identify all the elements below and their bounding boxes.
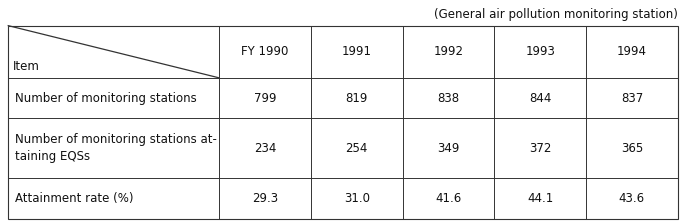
Text: 844: 844 <box>529 92 552 105</box>
Text: 365: 365 <box>621 142 643 155</box>
Text: Number of monitoring stations at-
taining EQSs: Number of monitoring stations at- tainin… <box>15 133 217 163</box>
Text: 838: 838 <box>438 92 460 105</box>
Text: 43.6: 43.6 <box>619 192 645 205</box>
Text: 819: 819 <box>346 92 368 105</box>
Bar <box>8 26 678 219</box>
Text: Number of monitoring stations: Number of monitoring stations <box>15 92 197 105</box>
Text: FY 1990: FY 1990 <box>241 45 289 58</box>
Text: 1994: 1994 <box>617 45 647 58</box>
Text: 1991: 1991 <box>342 45 372 58</box>
Text: 349: 349 <box>437 142 460 155</box>
Text: 837: 837 <box>621 92 643 105</box>
Text: 41.6: 41.6 <box>436 192 462 205</box>
Text: 799: 799 <box>254 92 276 105</box>
Text: 29.3: 29.3 <box>252 192 278 205</box>
Text: 234: 234 <box>254 142 276 155</box>
Text: 254: 254 <box>346 142 368 155</box>
Text: 1992: 1992 <box>434 45 464 58</box>
Text: Item: Item <box>13 60 40 73</box>
Text: 372: 372 <box>529 142 552 155</box>
Text: 1993: 1993 <box>525 45 555 58</box>
Text: 31.0: 31.0 <box>344 192 370 205</box>
Text: Attainment rate (%): Attainment rate (%) <box>15 192 134 205</box>
Text: 44.1: 44.1 <box>527 192 554 205</box>
Text: (General air pollution monitoring station): (General air pollution monitoring statio… <box>434 8 678 21</box>
